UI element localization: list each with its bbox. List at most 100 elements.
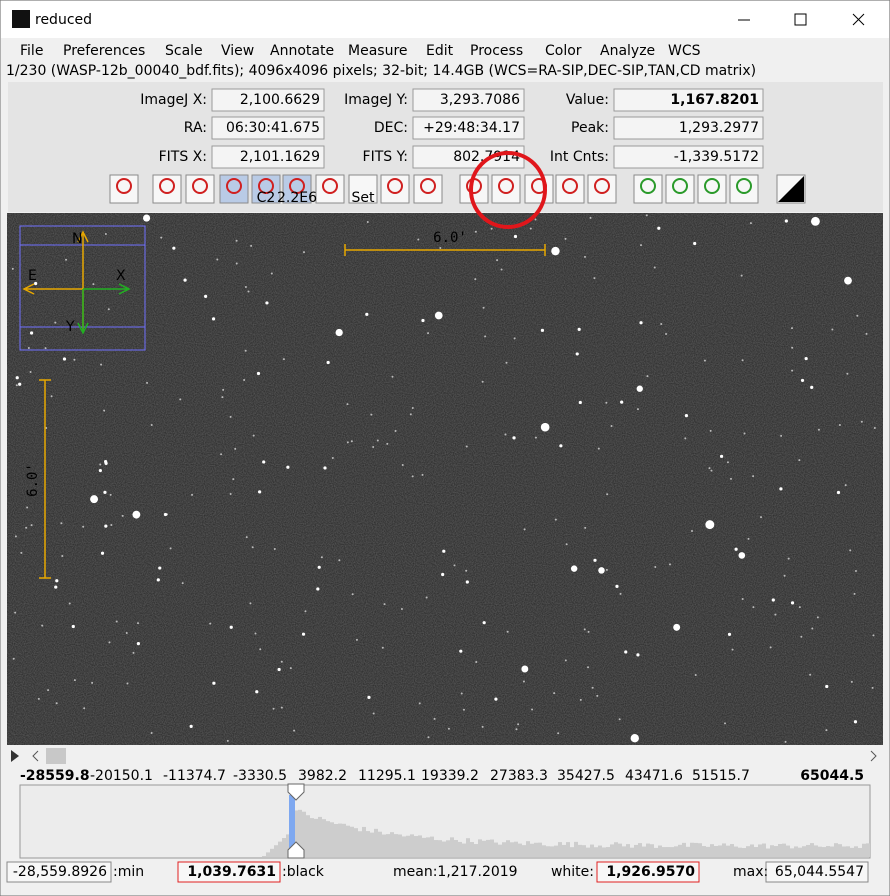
- star: [92, 283, 95, 286]
- star: [853, 720, 858, 724]
- scroll-right[interactable]: [870, 750, 877, 762]
- star: [741, 359, 744, 362]
- star: [244, 349, 247, 352]
- star: [244, 285, 247, 288]
- menu-item[interactable]: Scale: [165, 43, 203, 59]
- histogram-bar: [686, 846, 690, 857]
- star: [293, 729, 296, 732]
- histogram-bar: [858, 847, 862, 857]
- toolbar-button[interactable]: [348, 174, 378, 204]
- tool-icon: [594, 178, 610, 194]
- star: [15, 376, 19, 380]
- star: [62, 357, 67, 361]
- star: [665, 332, 668, 335]
- star: [100, 551, 105, 555]
- histogram-bar: [838, 844, 842, 857]
- histogram-bar: [266, 852, 270, 857]
- star: [169, 547, 172, 550]
- histogram-bar: [666, 847, 670, 857]
- histogram-bar: [330, 822, 334, 857]
- status-line: 1/230 (WASP-12b_00040_bdf.fits); 4096x40…: [6, 63, 756, 79]
- maximize[interactable]: [794, 13, 807, 26]
- star: [272, 707, 275, 710]
- star: [740, 274, 743, 277]
- histogram-bar: [586, 847, 590, 857]
- star: [800, 378, 805, 383]
- menu-item[interactable]: WCS: [668, 43, 701, 59]
- menu-item[interactable]: Preferences: [63, 43, 145, 59]
- star: [653, 266, 656, 269]
- star: [447, 727, 450, 730]
- star: [209, 622, 212, 625]
- toolbar-button[interactable]: [555, 174, 585, 204]
- close[interactable]: [852, 13, 865, 26]
- star: [554, 518, 557, 521]
- histogram-bar: [262, 856, 266, 857]
- star: [465, 445, 468, 448]
- histogram-bar: [474, 844, 478, 857]
- toolbar-button[interactable]: [524, 174, 554, 204]
- field-label: ImageJ X:: [140, 92, 207, 108]
- histogram-bar: [594, 847, 598, 857]
- black-handle[interactable]: [287, 783, 305, 801]
- field-box: [211, 145, 325, 169]
- star: [249, 602, 252, 605]
- histogram-bar: [354, 828, 358, 857]
- scroll-left[interactable]: [32, 750, 39, 762]
- scrollbar-thumb[interactable]: [46, 748, 66, 764]
- menu-item[interactable]: Measure: [348, 43, 408, 59]
- star: [303, 251, 306, 254]
- menu-item[interactable]: Color: [545, 43, 582, 59]
- star: [584, 526, 587, 529]
- star: [694, 674, 697, 677]
- star: [494, 697, 498, 701]
- star: [684, 414, 689, 418]
- menu-item[interactable]: Annotate: [270, 43, 334, 59]
- star: [780, 434, 783, 437]
- star: [394, 429, 397, 432]
- menu-item[interactable]: Process: [470, 43, 523, 59]
- histogram-bar: [390, 832, 394, 857]
- star: [125, 631, 128, 634]
- star: [254, 632, 257, 635]
- star: [856, 314, 859, 317]
- star: [606, 493, 609, 496]
- star: [110, 524, 113, 527]
- scroll-play[interactable]: [11, 750, 19, 762]
- star: [137, 622, 140, 625]
- star: [34, 281, 38, 286]
- histogram-bar: [646, 843, 650, 857]
- title-bar: [1, 1, 889, 38]
- menu-item[interactable]: Analyze: [600, 43, 655, 59]
- menu-item[interactable]: File: [20, 43, 43, 59]
- histogram-bar: [538, 842, 542, 857]
- histogram-bar: [542, 845, 546, 857]
- menu-item[interactable]: Edit: [426, 43, 454, 59]
- histogram-bar: [662, 847, 666, 857]
- star: [146, 381, 149, 384]
- histogram-bar: [734, 846, 738, 857]
- star: [401, 464, 404, 467]
- star: [37, 697, 40, 700]
- menu-item[interactable]: View: [221, 43, 254, 59]
- star: [41, 624, 44, 627]
- histogram-bar: [310, 818, 314, 857]
- histogram-bar: [278, 841, 282, 857]
- tool-icon: [192, 178, 208, 194]
- histogram-bar: [806, 844, 810, 857]
- star: [60, 522, 63, 525]
- star: [47, 689, 50, 692]
- star: [593, 277, 596, 280]
- east-arrow: [22, 283, 83, 295]
- star: [624, 650, 628, 654]
- white-handle[interactable]: [287, 841, 305, 859]
- histogram-bar: [694, 842, 698, 857]
- star: [366, 220, 369, 223]
- star: [790, 327, 793, 330]
- histogram-bar: [790, 848, 794, 857]
- histogram-bar: [698, 843, 702, 857]
- star: [636, 653, 640, 657]
- star: [409, 413, 412, 416]
- star: [91, 681, 94, 684]
- star: [531, 708, 534, 711]
